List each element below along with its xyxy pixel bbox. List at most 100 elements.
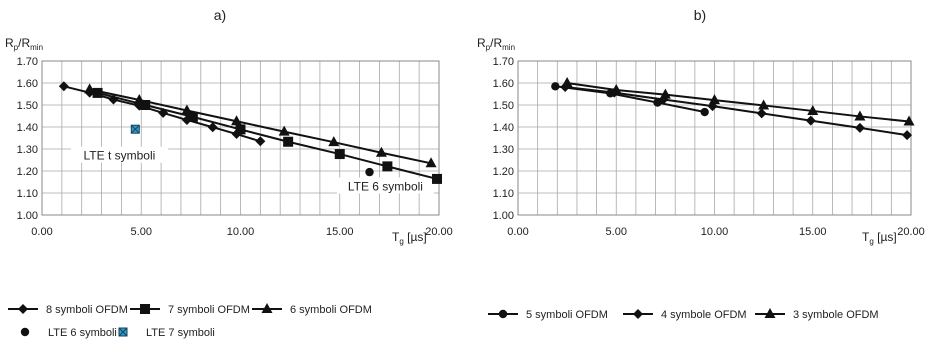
- data-point: [187, 111, 198, 122]
- legend-item: 8 symboli OFDM: [8, 304, 128, 316]
- data-point: [854, 110, 866, 121]
- annotation-bg: [70, 146, 168, 163]
- x-tick-label: 20.00: [897, 226, 925, 238]
- data-point: [903, 115, 915, 126]
- data-point: [425, 157, 437, 168]
- series-3: [84, 83, 437, 168]
- legend-marker: [140, 304, 150, 314]
- data-point: [756, 108, 767, 119]
- data-point: [235, 124, 246, 135]
- data-point: [278, 125, 290, 136]
- legend-marker: [20, 327, 30, 337]
- series-line: [565, 85, 908, 137]
- data-point: [709, 94, 720, 105]
- y-label-sub: p: [486, 43, 491, 52]
- data-point: [561, 77, 573, 87]
- y-tick-label: 1.30: [493, 144, 514, 156]
- x-label-sub: g: [869, 237, 873, 246]
- y-tick-label: 1.20: [493, 166, 514, 178]
- data-point: [207, 122, 218, 133]
- x-tick-label: 15.00: [326, 226, 354, 238]
- y-tick-label: 1.00: [17, 210, 38, 222]
- y-tick-label: 1.40: [17, 122, 38, 134]
- y-label-sub: min: [30, 43, 43, 52]
- legend-label: 3 symbole OFDM: [793, 309, 879, 321]
- legend-marker: [633, 309, 643, 319]
- annotation-bg: [336, 177, 434, 194]
- x-label-main: T: [862, 230, 870, 244]
- x-tick-label: 20.00: [425, 226, 453, 238]
- data-point: [805, 115, 816, 126]
- y-tick-label: 1.50: [493, 100, 514, 112]
- x-label-unit: [µs]: [874, 230, 897, 244]
- data-point: [659, 88, 671, 99]
- legend-marker: [261, 303, 273, 313]
- x-tick-label: 15.00: [799, 226, 827, 238]
- x-tick-label: 10.00: [227, 226, 255, 238]
- y-label-sub: min: [502, 43, 515, 52]
- x-tick-label: 5.00: [131, 226, 152, 238]
- plot-border: [517, 60, 912, 216]
- data-point: [610, 84, 622, 95]
- data-point: [758, 99, 770, 110]
- y-label-main: R: [5, 36, 14, 50]
- data-point: [140, 100, 151, 110]
- x-axis-label: Tg [µs]: [392, 230, 427, 246]
- data-point: [382, 161, 393, 172]
- data-point-circle: [365, 167, 374, 177]
- y-tick-label: 1.70: [493, 56, 514, 68]
- x-label-sub: g: [399, 237, 403, 246]
- legend-item: 3 symbole OFDM: [755, 308, 879, 321]
- annotation-label: LTE t symboli: [84, 149, 156, 163]
- data-point: [902, 130, 913, 141]
- legend-label: 6 symboli OFDM: [290, 304, 372, 316]
- x-tick-label: 10.00: [701, 226, 729, 238]
- x-axis-label: Tg [µs]: [862, 230, 897, 246]
- legend-label: 5 symboli OFDM: [526, 309, 608, 321]
- legend-marker: [498, 309, 508, 319]
- y-label-sep: /R: [18, 36, 30, 50]
- plot-border: [41, 60, 440, 216]
- panel-title: b): [694, 7, 706, 23]
- y-axis-label: Rp/Rmin: [477, 36, 515, 52]
- y-label-main: R: [477, 36, 486, 50]
- legend-item: LTE 6 symboli: [20, 327, 117, 339]
- chart-a: 1.00 1.10 1.20 1.30 1.40 1.50 1.60 1.70 0.00 5.00…: [5, 7, 453, 246]
- data-point-xbox-cross: [130, 124, 140, 134]
- chart-b: 1.00 1.10 1.20 1.30 1.40 1.50 1.60 1.70 0.00 5.00…: [477, 7, 925, 246]
- x-tick-label: 5.00: [606, 226, 627, 238]
- x-label-unit: [µs]: [404, 230, 427, 244]
- data-point: [854, 122, 865, 133]
- data-point: [181, 104, 193, 115]
- y-tick-label: 1.10: [493, 188, 514, 200]
- x-tick-label: 0.00: [31, 226, 52, 238]
- legend-label: LTE 7 symboli: [146, 327, 215, 339]
- legend-item: 5 symboli OFDM: [488, 309, 608, 321]
- legend-label: 7 symboli OFDM: [168, 304, 250, 316]
- y-tick-label: 1.10: [17, 188, 38, 200]
- legend-item: 7 symboli OFDM: [130, 304, 250, 316]
- y-tick-label: 1.20: [17, 166, 38, 178]
- y-label-sub: p: [14, 43, 19, 52]
- data-point: [375, 146, 387, 157]
- legend-marker: [118, 327, 128, 337]
- series-3: [561, 77, 915, 126]
- data-point: [255, 136, 266, 147]
- legends: 8 symboli OFDM 7 symboli OFDM 6 symboli OF…: [8, 303, 879, 339]
- data-point: [283, 136, 294, 147]
- y-tick-label: 1.50: [17, 100, 38, 112]
- panel-title: a): [214, 7, 226, 23]
- legend-item: 4 symbole OFDM: [623, 309, 747, 321]
- data-point: [700, 107, 709, 117]
- data-point: [133, 93, 145, 104]
- y-axis-label: Rp/Rmin: [5, 36, 43, 52]
- series-line: [566, 82, 910, 123]
- data-point: [58, 81, 69, 92]
- data-point: [432, 173, 443, 184]
- y-tick-label: 1.30: [17, 144, 38, 156]
- data-point: [328, 136, 340, 147]
- x-label-main: T: [392, 230, 400, 244]
- y-tick-label: 1.70: [17, 56, 38, 68]
- data-point: [84, 83, 96, 94]
